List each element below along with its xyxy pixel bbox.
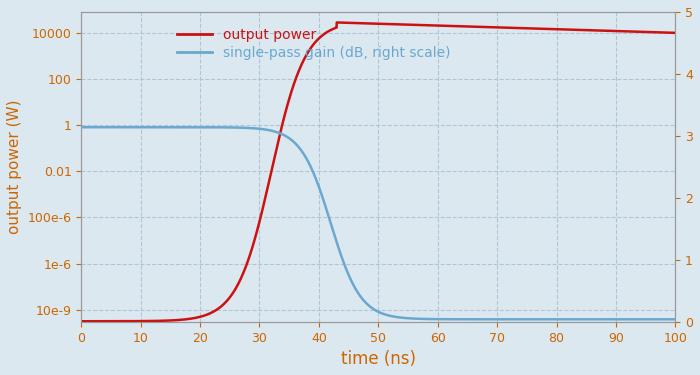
Y-axis label: output power (W): output power (W) — [7, 100, 22, 234]
Legend: output power, single-pass gain (dB, right scale): output power, single-pass gain (dB, righ… — [172, 22, 456, 65]
X-axis label: time (ns): time (ns) — [341, 350, 416, 368]
